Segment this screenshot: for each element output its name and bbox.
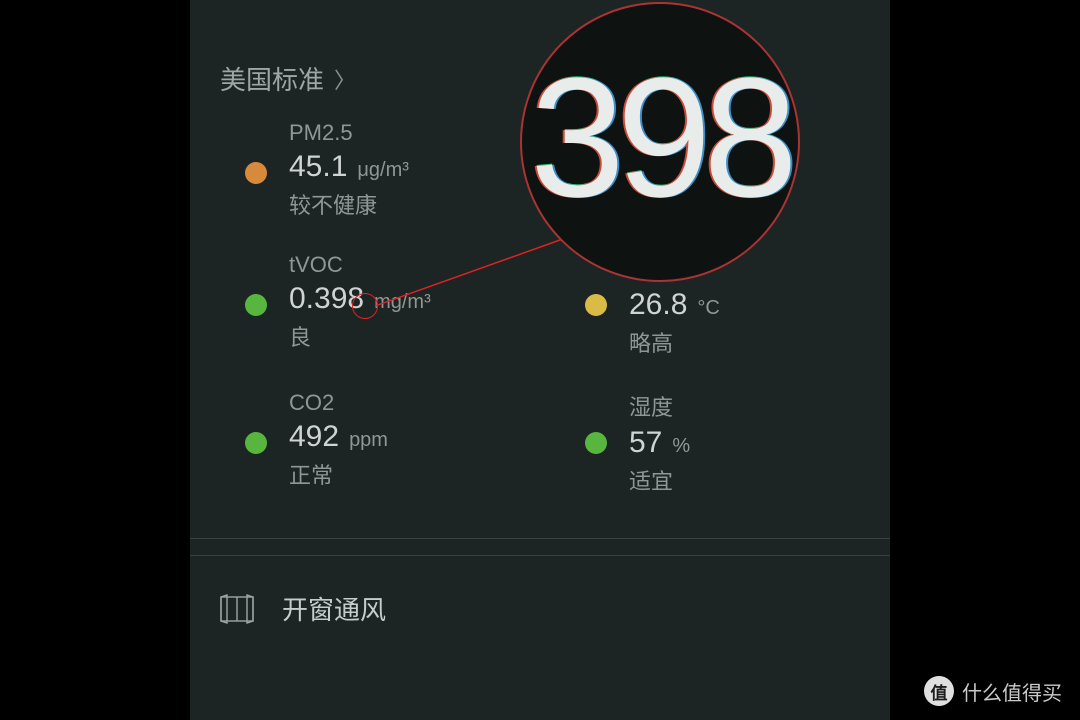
tvoc-status: 良 [289,320,431,352]
ventilate-label: 开窗通风 [282,590,386,627]
divider [190,538,890,539]
ventilate-action[interactable]: 开窗通风 [220,590,386,627]
status-dot-tvoc [245,294,267,316]
window-icon [220,594,254,624]
humidity-status: 适宜 [629,464,690,496]
temp-value: 26.8 [629,288,687,322]
pm25-label: PM2.5 [289,120,409,146]
tvoc-label: tVOC [289,252,431,278]
status-dot-pm25 [245,162,267,184]
tvoc-unit: mg/m³ [374,291,431,314]
watermark-badge: 值 [924,676,954,706]
metric-pm25[interactable]: PM2.5 45.1 μg/m³ 较不健康 [245,120,525,220]
metric-co2[interactable]: CO2 492 ppm 正常 [245,390,525,496]
metric-humidity[interactable]: 湿度 57 % 适宜 [585,390,865,496]
co2-label: CO2 [289,390,388,416]
standard-label: 美国标准 [220,60,324,97]
humidity-unit: % [672,435,690,458]
status-dot-humidity [585,432,607,454]
chevron-right-icon: 〉 [334,63,356,95]
humidity-label: 湿度 [629,390,690,422]
watermark-text: 什么值得买 [962,677,1062,706]
co2-unit: ppm [349,429,388,452]
humidity-value: 57 [629,426,662,460]
metric-tvoc[interactable]: tVOC 0.398 mg/m³ 良 [245,252,525,358]
zoom-source-circle [352,293,378,319]
co2-value: 492 [289,420,339,454]
standard-selector[interactable]: 美国标准 〉 [220,60,356,97]
temp-status: 略高 [629,326,720,358]
divider [190,555,890,556]
zoom-text: 398 [530,40,790,236]
co2-status: 正常 [289,458,388,490]
pm25-status: 较不健康 [289,188,409,220]
watermark: 值 什么值得买 [924,676,1062,706]
zoom-magnifier: 398 [520,2,800,282]
status-dot-co2 [245,432,267,454]
pm25-unit: μg/m³ [357,159,409,182]
pm25-value: 45.1 [289,150,347,184]
status-dot-temp [585,294,607,316]
temp-unit: °C [697,297,719,320]
